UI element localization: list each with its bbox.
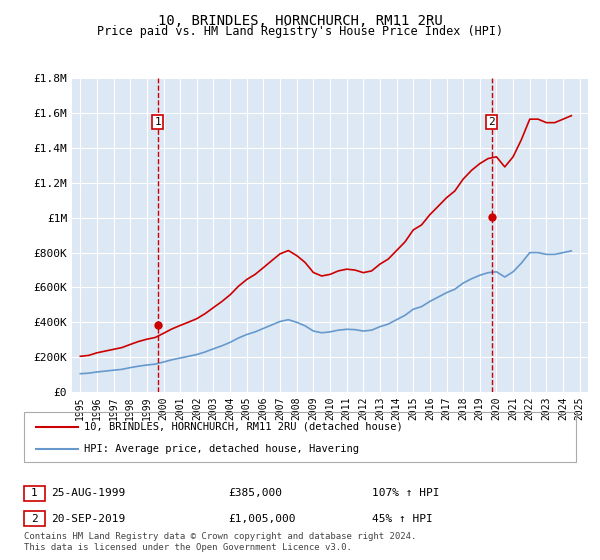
Text: 10, BRINDLES, HORNCHURCH, RM11 2RU: 10, BRINDLES, HORNCHURCH, RM11 2RU xyxy=(158,14,442,28)
Text: Contains HM Land Registry data © Crown copyright and database right 2024.
This d: Contains HM Land Registry data © Crown c… xyxy=(24,532,416,552)
Text: Price paid vs. HM Land Registry's House Price Index (HPI): Price paid vs. HM Land Registry's House … xyxy=(97,25,503,38)
Text: 25-AUG-1999: 25-AUG-1999 xyxy=(51,488,125,498)
Text: 2: 2 xyxy=(488,117,495,127)
Text: 10, BRINDLES, HORNCHURCH, RM11 2RU (detached house): 10, BRINDLES, HORNCHURCH, RM11 2RU (deta… xyxy=(84,422,403,432)
Text: 107% ↑ HPI: 107% ↑ HPI xyxy=(372,488,439,498)
Text: £1,005,000: £1,005,000 xyxy=(228,514,296,524)
Text: £385,000: £385,000 xyxy=(228,488,282,498)
Text: HPI: Average price, detached house, Havering: HPI: Average price, detached house, Have… xyxy=(84,445,359,454)
Text: 2: 2 xyxy=(31,514,38,524)
Text: 1: 1 xyxy=(154,117,161,127)
Text: 45% ↑ HPI: 45% ↑ HPI xyxy=(372,514,433,524)
Text: 20-SEP-2019: 20-SEP-2019 xyxy=(51,514,125,524)
Text: 1: 1 xyxy=(31,488,38,498)
